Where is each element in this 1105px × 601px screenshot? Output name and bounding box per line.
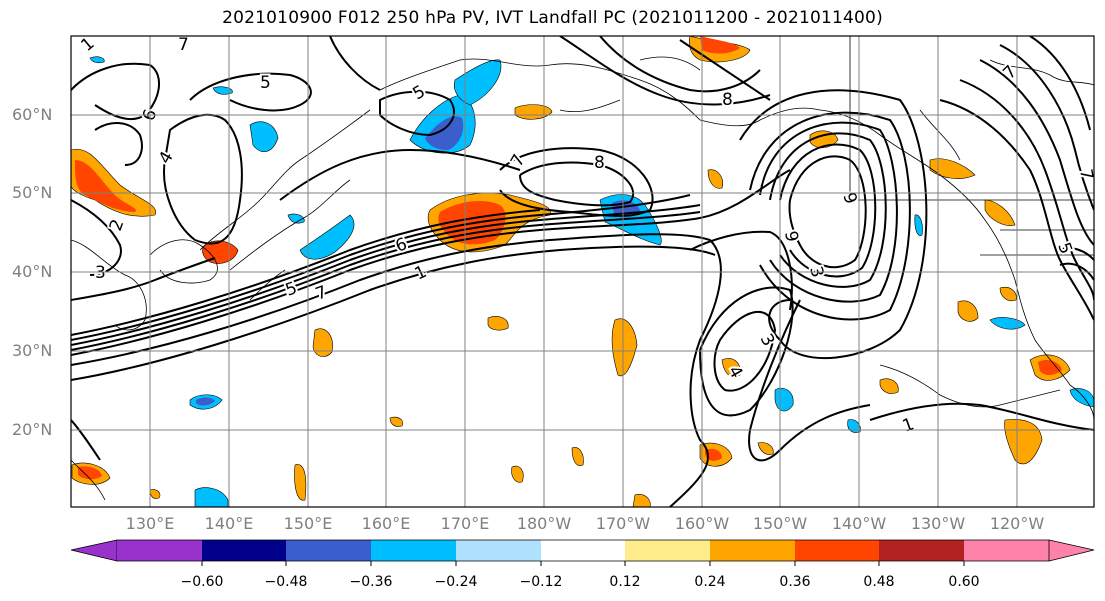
lon-label-160e: 160°E <box>361 514 411 533</box>
map-title: 2021010900 F012 250 hPa PV, IVT Landfall… <box>222 8 883 28</box>
lat-label-60n: 60°N <box>12 105 53 124</box>
map-frame <box>70 35 1095 508</box>
colorbar-tick-label: 0.24 <box>694 574 726 590</box>
colorbar-tick-label: −0.60 <box>180 574 224 590</box>
lat-label-40n: 40°N <box>12 262 53 281</box>
lon-label-140e: 140°E <box>204 514 254 533</box>
lon-label-140w: 140°W <box>831 514 887 533</box>
contour-label: 5 <box>260 73 271 93</box>
lon-label-170w: 170°W <box>595 514 651 533</box>
negative-anomaly-shading <box>89 56 1094 507</box>
lat-label-50n: 50°N <box>12 183 53 202</box>
contour-label: 3 <box>95 263 106 283</box>
lon-label-150w: 150°W <box>752 514 808 533</box>
contour-label: 7 <box>1075 167 1097 181</box>
lon-label-120w: 120°W <box>989 514 1045 533</box>
contour-labels: 1 5 6 7 8 9 3 4 2 7 5 6 8 9 7 1 5 7 3 4 … <box>75 34 1097 439</box>
lat-label-20n: 20°N <box>12 420 53 439</box>
contour-label: 8 <box>594 153 605 173</box>
contour-label: 9 <box>838 190 860 207</box>
positive-anomaly-shading <box>71 36 1071 507</box>
contour-label: 7 <box>178 35 189 55</box>
colorbar <box>70 539 1095 566</box>
lon-label-130w: 130°W <box>910 514 966 533</box>
colorbar-tick-label: −0.36 <box>349 574 393 590</box>
contour-label: 3 <box>756 331 779 350</box>
lon-label-170e: 170°E <box>440 514 490 533</box>
map-plot-area: 1 5 6 7 8 9 3 4 2 7 5 6 8 9 7 1 5 7 3 4 … <box>71 34 1097 507</box>
colorbar-tick-label: −0.48 <box>264 574 308 590</box>
contour-label: 8 <box>722 90 733 110</box>
contour-label: 7 <box>999 62 1021 84</box>
colorbar-tick-label: −0.12 <box>519 574 563 590</box>
contour-label: 2 <box>106 217 128 234</box>
lon-label-160w: 160°W <box>674 514 730 533</box>
contour-label: 1 <box>77 34 98 56</box>
colorbar-tick-label: −0.24 <box>434 574 478 590</box>
lon-label-150e: 150°E <box>283 514 333 533</box>
gridlines <box>71 36 1094 507</box>
contour-label: 1 <box>900 414 917 436</box>
lat-label-30n: 30°N <box>12 341 53 360</box>
colorbar-tick-label: 0.60 <box>948 574 980 590</box>
colorbar-tick-label: 0.36 <box>779 574 811 590</box>
coastlines <box>71 36 1094 501</box>
lon-label-130e: 130°E <box>125 514 175 533</box>
colorbar-tick-label: 0.48 <box>863 574 895 590</box>
colorbar-tick-label: 0.12 <box>609 574 641 590</box>
lon-label-180w: 180°W <box>516 514 572 533</box>
pv-contours <box>71 36 1094 507</box>
